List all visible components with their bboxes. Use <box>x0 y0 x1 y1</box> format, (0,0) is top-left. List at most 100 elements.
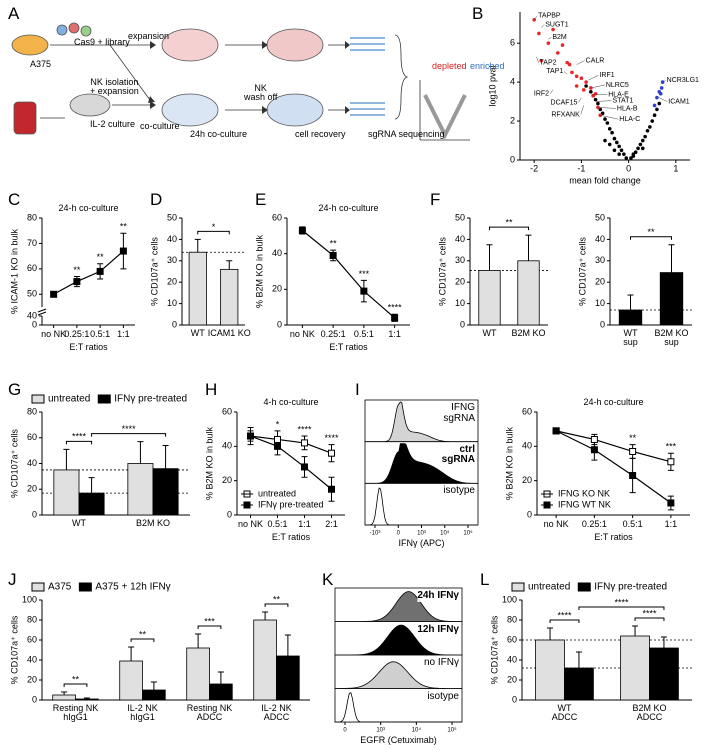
annotation: NLRC5 <box>606 82 629 89</box>
point <box>655 107 659 112</box>
point <box>584 80 588 84</box>
y-tick-label: 0 <box>172 319 177 329</box>
point <box>579 76 584 81</box>
panel-letter: D <box>150 190 163 209</box>
significance: *** <box>359 269 370 279</box>
y-tick-label: 20 <box>507 674 517 684</box>
x-tick-label: 0.25:1 <box>64 329 90 339</box>
significance: * <box>276 419 280 429</box>
point <box>581 88 586 92</box>
x-axis-label: E:T ratios <box>329 342 368 352</box>
significance: **** <box>642 608 657 618</box>
y-tick-label: 4 <box>510 76 515 86</box>
mini-volcano <box>423 94 467 140</box>
point <box>667 499 675 507</box>
legend-label: untreated <box>528 582 570 593</box>
x-axis-label: mean fold change <box>569 175 641 185</box>
leader-line <box>533 15 538 20</box>
y-tick-label: 20 <box>272 284 282 294</box>
error-bar <box>128 646 135 661</box>
y-tick-label: 2 <box>510 115 515 125</box>
y-tick-label: 20 <box>27 674 37 684</box>
bar <box>119 660 143 701</box>
significance: ** <box>73 265 81 275</box>
x-tick-label: -10³ <box>370 531 381 537</box>
panel-letter: B <box>472 4 484 23</box>
error-bar <box>262 611 269 620</box>
legend-label: IFNG KO NK <box>558 488 610 498</box>
significance: ** <box>72 674 80 684</box>
point <box>298 226 306 234</box>
point <box>328 449 335 457</box>
annotation: B2M <box>552 34 567 41</box>
row-label: 12h IFNγ <box>417 623 459 635</box>
point <box>615 140 619 145</box>
significance: *** <box>204 616 215 626</box>
annotation: IRF2 <box>534 91 549 98</box>
significance: ** <box>330 238 338 248</box>
annotation: RFXANK <box>551 111 580 118</box>
point <box>360 287 368 295</box>
legend-label: IFNγ pre-treated <box>594 582 667 593</box>
legend-label: IFNG WT NK <box>558 499 611 509</box>
error-bar <box>284 634 291 656</box>
dish <box>161 28 219 62</box>
significance: **** <box>388 303 403 313</box>
x-tick-label: -2 <box>530 163 538 173</box>
leader-line <box>597 107 616 109</box>
y-tick-label: 6 <box>510 38 515 48</box>
point <box>638 142 643 147</box>
annotation: SUGT1 <box>545 21 568 28</box>
x-tick-label: no NK <box>543 519 569 529</box>
y-tick-label: 40 <box>167 234 177 244</box>
point <box>328 485 335 493</box>
point <box>596 101 600 106</box>
y-tick-label: 10 <box>595 298 605 308</box>
y-axis-label: % CD107a⁺ cells <box>9 429 19 498</box>
point <box>119 247 127 255</box>
panel-letter: G <box>8 380 22 399</box>
y-tick-label: 10 <box>455 298 465 308</box>
point <box>50 290 58 298</box>
significance: **** <box>122 424 137 434</box>
point <box>648 125 652 129</box>
row-label: isotype <box>443 485 475 497</box>
x-tick-label: B2M KO ADCC <box>632 703 667 723</box>
point <box>631 154 636 158</box>
annotation: HLA-E <box>608 92 629 99</box>
x-tick-label: WT ADCC <box>551 703 578 723</box>
x-axis-label: E:T ratios <box>594 532 633 542</box>
x-tick-label: 1:1 <box>298 519 311 529</box>
virus <box>56 24 68 36</box>
y-tick-label: 60 <box>272 212 282 222</box>
schematic-label: A375 <box>30 59 52 69</box>
error-bar <box>668 244 675 273</box>
y-tick-label: 100 <box>22 594 37 604</box>
panel-letter: I <box>355 380 360 399</box>
point <box>274 442 281 450</box>
point <box>593 97 598 102</box>
y-tick-label: 30 <box>167 255 177 265</box>
point <box>640 146 645 151</box>
error-bar <box>660 636 667 648</box>
point <box>301 439 308 447</box>
leader-line <box>548 37 552 40</box>
point <box>607 142 612 147</box>
point <box>645 128 650 133</box>
bar <box>78 492 105 516</box>
panel-letter: J <box>8 570 17 589</box>
point <box>612 148 617 153</box>
bar <box>186 647 210 701</box>
legend-swatch <box>511 582 525 592</box>
panel-letter: E <box>255 190 267 209</box>
legend-swatch <box>31 394 45 404</box>
y-axis-label: % B2M KO in bulk <box>254 234 264 308</box>
error-bar <box>150 681 157 690</box>
mini-axes <box>419 80 470 141</box>
schematic-label: cell recovery <box>295 129 346 139</box>
schematic-label: expansion <box>128 31 170 41</box>
point <box>590 435 598 443</box>
histogram <box>365 487 478 526</box>
y-tick-label: 60 <box>27 432 37 442</box>
